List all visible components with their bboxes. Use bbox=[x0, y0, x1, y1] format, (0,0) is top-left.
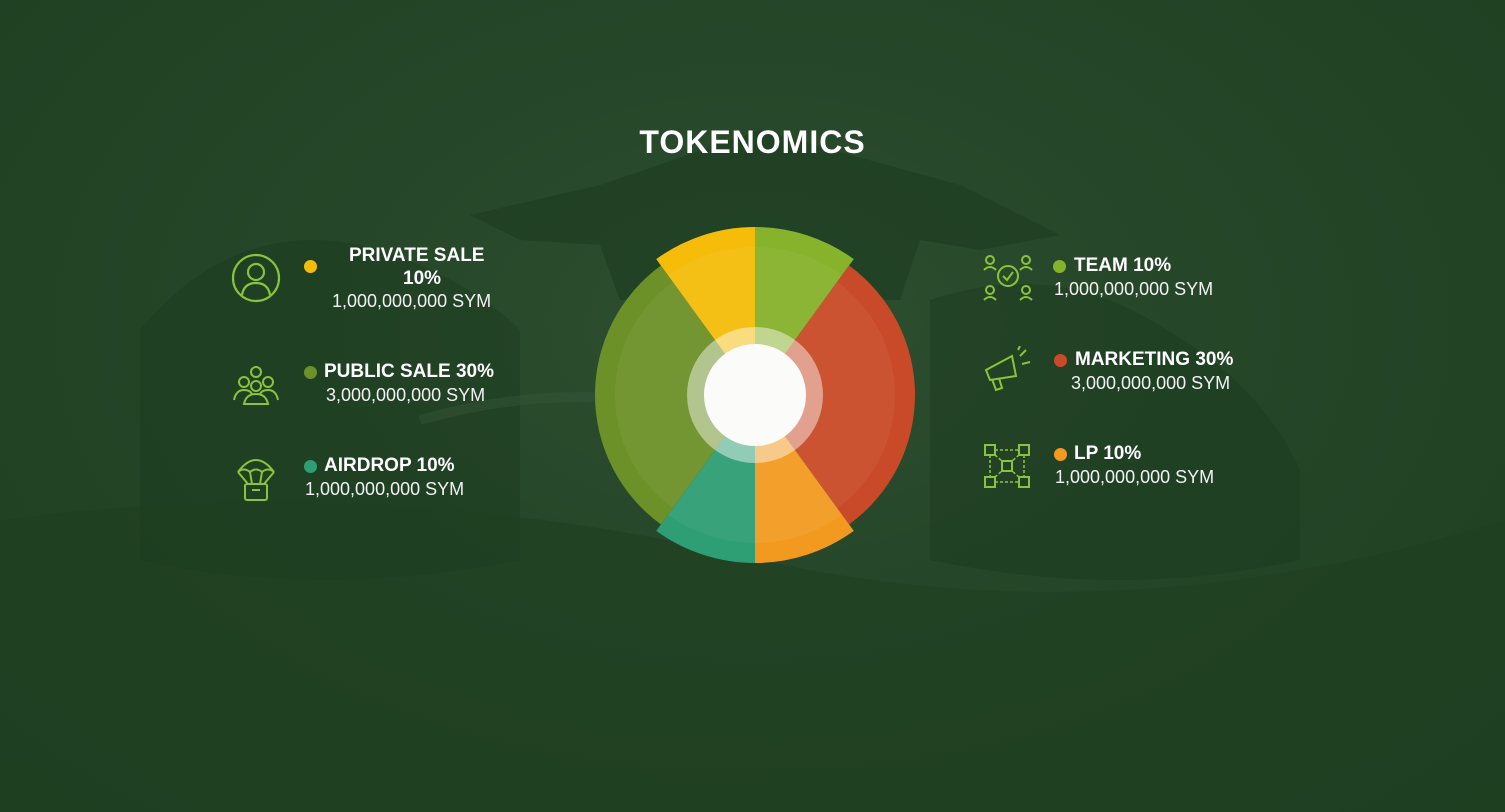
megaphone-icon bbox=[984, 346, 1031, 392]
legend-dot bbox=[304, 460, 317, 473]
parachute-icon bbox=[237, 459, 275, 501]
tokenomics-pie-chart bbox=[595, 227, 915, 563]
blocks-icon bbox=[984, 444, 1030, 488]
pie-slice-shading bbox=[615, 281, 755, 509]
legend-label: MARKETING 30% bbox=[1075, 349, 1234, 370]
pie-slice-shading bbox=[755, 281, 895, 509]
user-icon bbox=[231, 253, 281, 303]
legend-label: TEAM 10% bbox=[1074, 255, 1172, 276]
legend-label-line2: 10% bbox=[403, 268, 442, 289]
legend-label: LP 10% bbox=[1074, 443, 1142, 464]
legend-label-line1: PRIVATE SALE bbox=[349, 245, 485, 266]
center-hole bbox=[704, 344, 806, 446]
page-title: TOKENOMICS bbox=[639, 124, 866, 160]
legend-dot bbox=[1054, 354, 1067, 367]
legend-dot bbox=[1053, 260, 1066, 273]
legend-label: AIRDROP 10% bbox=[324, 455, 455, 476]
legend-amount: 1,000,000,000 SYM bbox=[1054, 279, 1214, 299]
legend-amount: 1,000,000,000 SYM bbox=[332, 291, 492, 311]
legend-amount: 3,000,000,000 SYM bbox=[326, 385, 486, 405]
legend-amount: 3,000,000,000 SYM bbox=[1071, 373, 1231, 393]
legend-amount: 1,000,000,000 SYM bbox=[1055, 467, 1215, 487]
legend-label: PUBLIC SALE 30% bbox=[324, 361, 494, 382]
legend-dot bbox=[304, 260, 317, 273]
team-icon bbox=[983, 255, 1033, 301]
pie-slice-public-sale-30 bbox=[595, 265, 755, 525]
legend-dot bbox=[304, 366, 317, 379]
group-icon bbox=[233, 366, 279, 405]
legend-amount: 1,000,000,000 SYM bbox=[305, 479, 465, 499]
pie-slice-marketing-30 bbox=[755, 265, 915, 525]
legend-dot bbox=[1054, 448, 1067, 461]
